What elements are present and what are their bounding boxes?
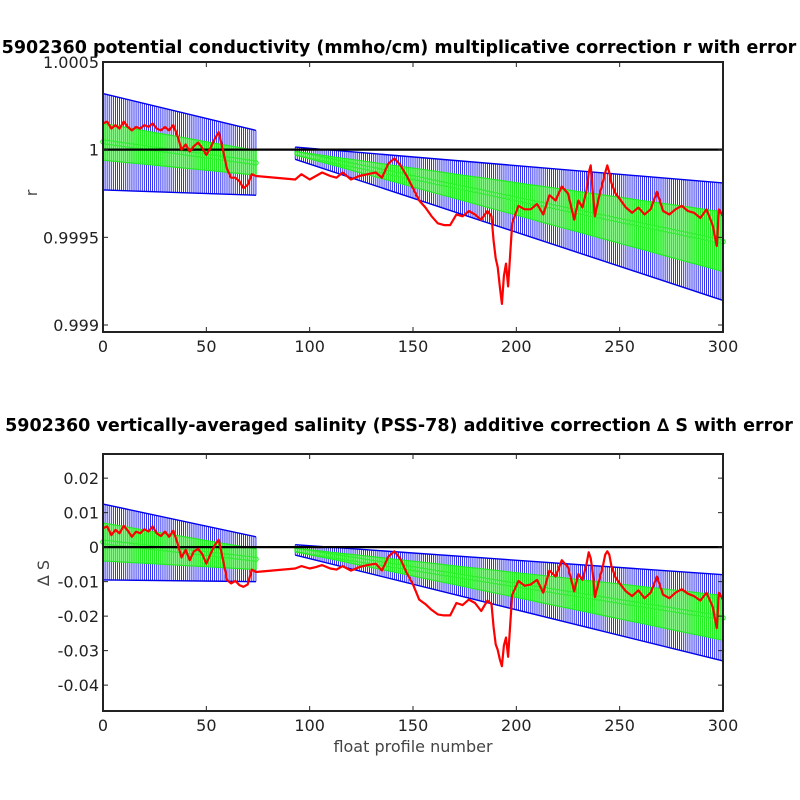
y-tick-label: 1 — [89, 141, 99, 160]
inner-envelope-edge — [102, 560, 256, 571]
series-r-line — [102, 120, 724, 305]
x-axis-label: float profile number — [333, 737, 493, 756]
outer-envelope-edge — [102, 189, 256, 196]
x-tick-label: 200 — [501, 337, 532, 356]
x-tick-label: 250 — [604, 337, 635, 356]
inner-envelope-edge — [102, 522, 257, 550]
x-tick-label: 150 — [398, 716, 429, 735]
fit-point-marker — [253, 556, 259, 563]
outer-envelope-edge — [102, 92, 257, 132]
y-tick-label: 0.9995 — [43, 228, 99, 247]
x-tick-label: 0 — [98, 716, 108, 735]
x-tick-label: 100 — [294, 337, 325, 356]
inner-envelope-edge — [295, 150, 724, 213]
y-tick-label: 0 — [89, 538, 99, 557]
inner-envelope-edge — [102, 159, 256, 176]
x-tick-label: 200 — [501, 716, 532, 735]
x-tick-label: 150 — [398, 337, 429, 356]
x-tick-labels-salinity: 0 50 100 150 200 250 300 — [98, 454, 738, 735]
series-delta-s-line — [102, 524, 724, 668]
x-tick-label: 0 — [98, 337, 108, 356]
outer-envelope-edge — [295, 146, 724, 184]
y-tick-label: 0.999 — [53, 316, 99, 335]
x-tick-label: 50 — [196, 716, 216, 735]
y-axis-label-r: r — [22, 189, 41, 196]
y-tick-label: 0.02 — [63, 469, 99, 488]
chart-title-salinity: 5902360 vertically-averaged salinity (PS… — [5, 416, 793, 436]
x-tick-label: 250 — [604, 716, 635, 735]
x-tick-label: 300 — [708, 716, 739, 735]
error-bands-conductivity — [100, 92, 726, 302]
error-bands-salinity — [100, 503, 726, 662]
y-tick-label: 0.01 — [63, 504, 99, 523]
panel-conductivity-correction: 0 50 100 150 200 250 300 1.0005 1 0.9995 0.999 59… — [2, 38, 797, 356]
y-tick-label: -0.04 — [58, 676, 99, 695]
y-tick-label: -0.01 — [58, 573, 99, 592]
y-tick-labels-salinity: 0.02 0.01 0 -0.01 -0.02 -0.03 -0.04 — [58, 469, 723, 695]
x-tick-label: 100 — [294, 716, 325, 735]
x-tick-labels-conductivity: 0 50 100 150 200 250 300 — [98, 62, 738, 356]
x-tick-label: 50 — [196, 337, 216, 356]
outer-envelope-edge — [102, 579, 256, 583]
y-tick-labels-conductivity: 1.0005 1 0.9995 0.999 — [43, 53, 723, 335]
y-axis-label-delta-s: ∆ S — [34, 560, 53, 587]
fit-point-marker — [253, 160, 259, 166]
y-tick-label: -0.03 — [58, 642, 99, 661]
y-tick-label: 1.0005 — [43, 53, 99, 72]
y-tick-label: -0.02 — [58, 607, 99, 626]
outer-envelope-edge — [295, 554, 724, 662]
outer-envelope-edge — [294, 158, 724, 302]
outer-envelope-edge — [102, 503, 257, 538]
outer-envelope-edge — [295, 544, 724, 576]
chart-title-conductivity: 5902360 potential conductivity (mmho/cm)… — [2, 38, 797, 58]
panel-salinity-correction: 0 50 100 150 200 250 300 0.02 0.01 0 -0.01 -0.02 -0… — [5, 416, 793, 756]
x-tick-label: 300 — [708, 337, 739, 356]
